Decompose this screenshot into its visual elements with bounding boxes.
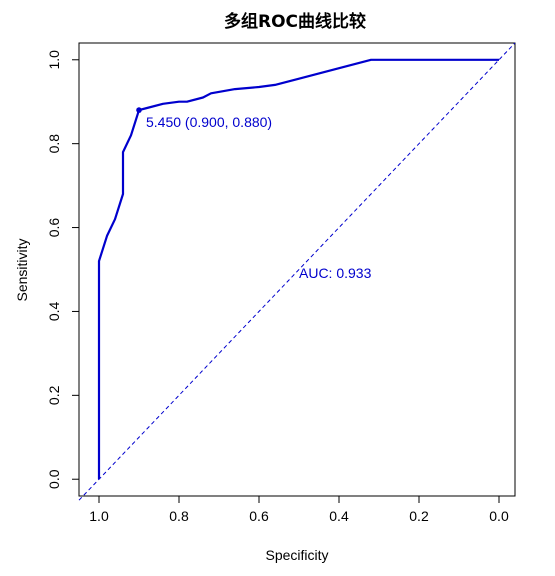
y-tick-label: 0.6 [46, 218, 62, 238]
y-tick-label: 0.8 [46, 134, 62, 154]
y-tick-label: 1.0 [46, 50, 62, 70]
reference-diagonal [78, 42, 516, 501]
x-axis: 1.0 0.8 0.6 0.4 0.2 0.0 [89, 496, 509, 524]
chart-title: 多组ROC曲线比较 [224, 11, 366, 32]
x-axis-label: Specificity [265, 547, 328, 563]
x-tick-label: 0.0 [489, 508, 509, 524]
y-tick-label: 0.2 [46, 385, 62, 405]
x-tick-label: 0.6 [249, 508, 269, 524]
auc-label: AUC: 0.933 [299, 265, 372, 281]
plot-border [78, 42, 516, 497]
y-axis: 0.0 0.2 0.4 0.6 0.8 1.0 [46, 50, 79, 489]
y-axis-label: Sensitivity [14, 238, 30, 301]
roc-curve [97, 58, 499, 480]
y-tick-label: 0.0 [46, 469, 62, 489]
best-threshold-point [136, 107, 142, 113]
x-tick-label: 1.0 [89, 508, 109, 524]
x-tick-label: 0.4 [329, 508, 349, 524]
x-tick-label: 0.2 [409, 508, 429, 524]
y-tick-label: 0.4 [46, 302, 62, 322]
x-tick-label: 0.8 [169, 508, 189, 524]
best-threshold-label: 5.450 (0.900, 0.880) [146, 114, 272, 130]
